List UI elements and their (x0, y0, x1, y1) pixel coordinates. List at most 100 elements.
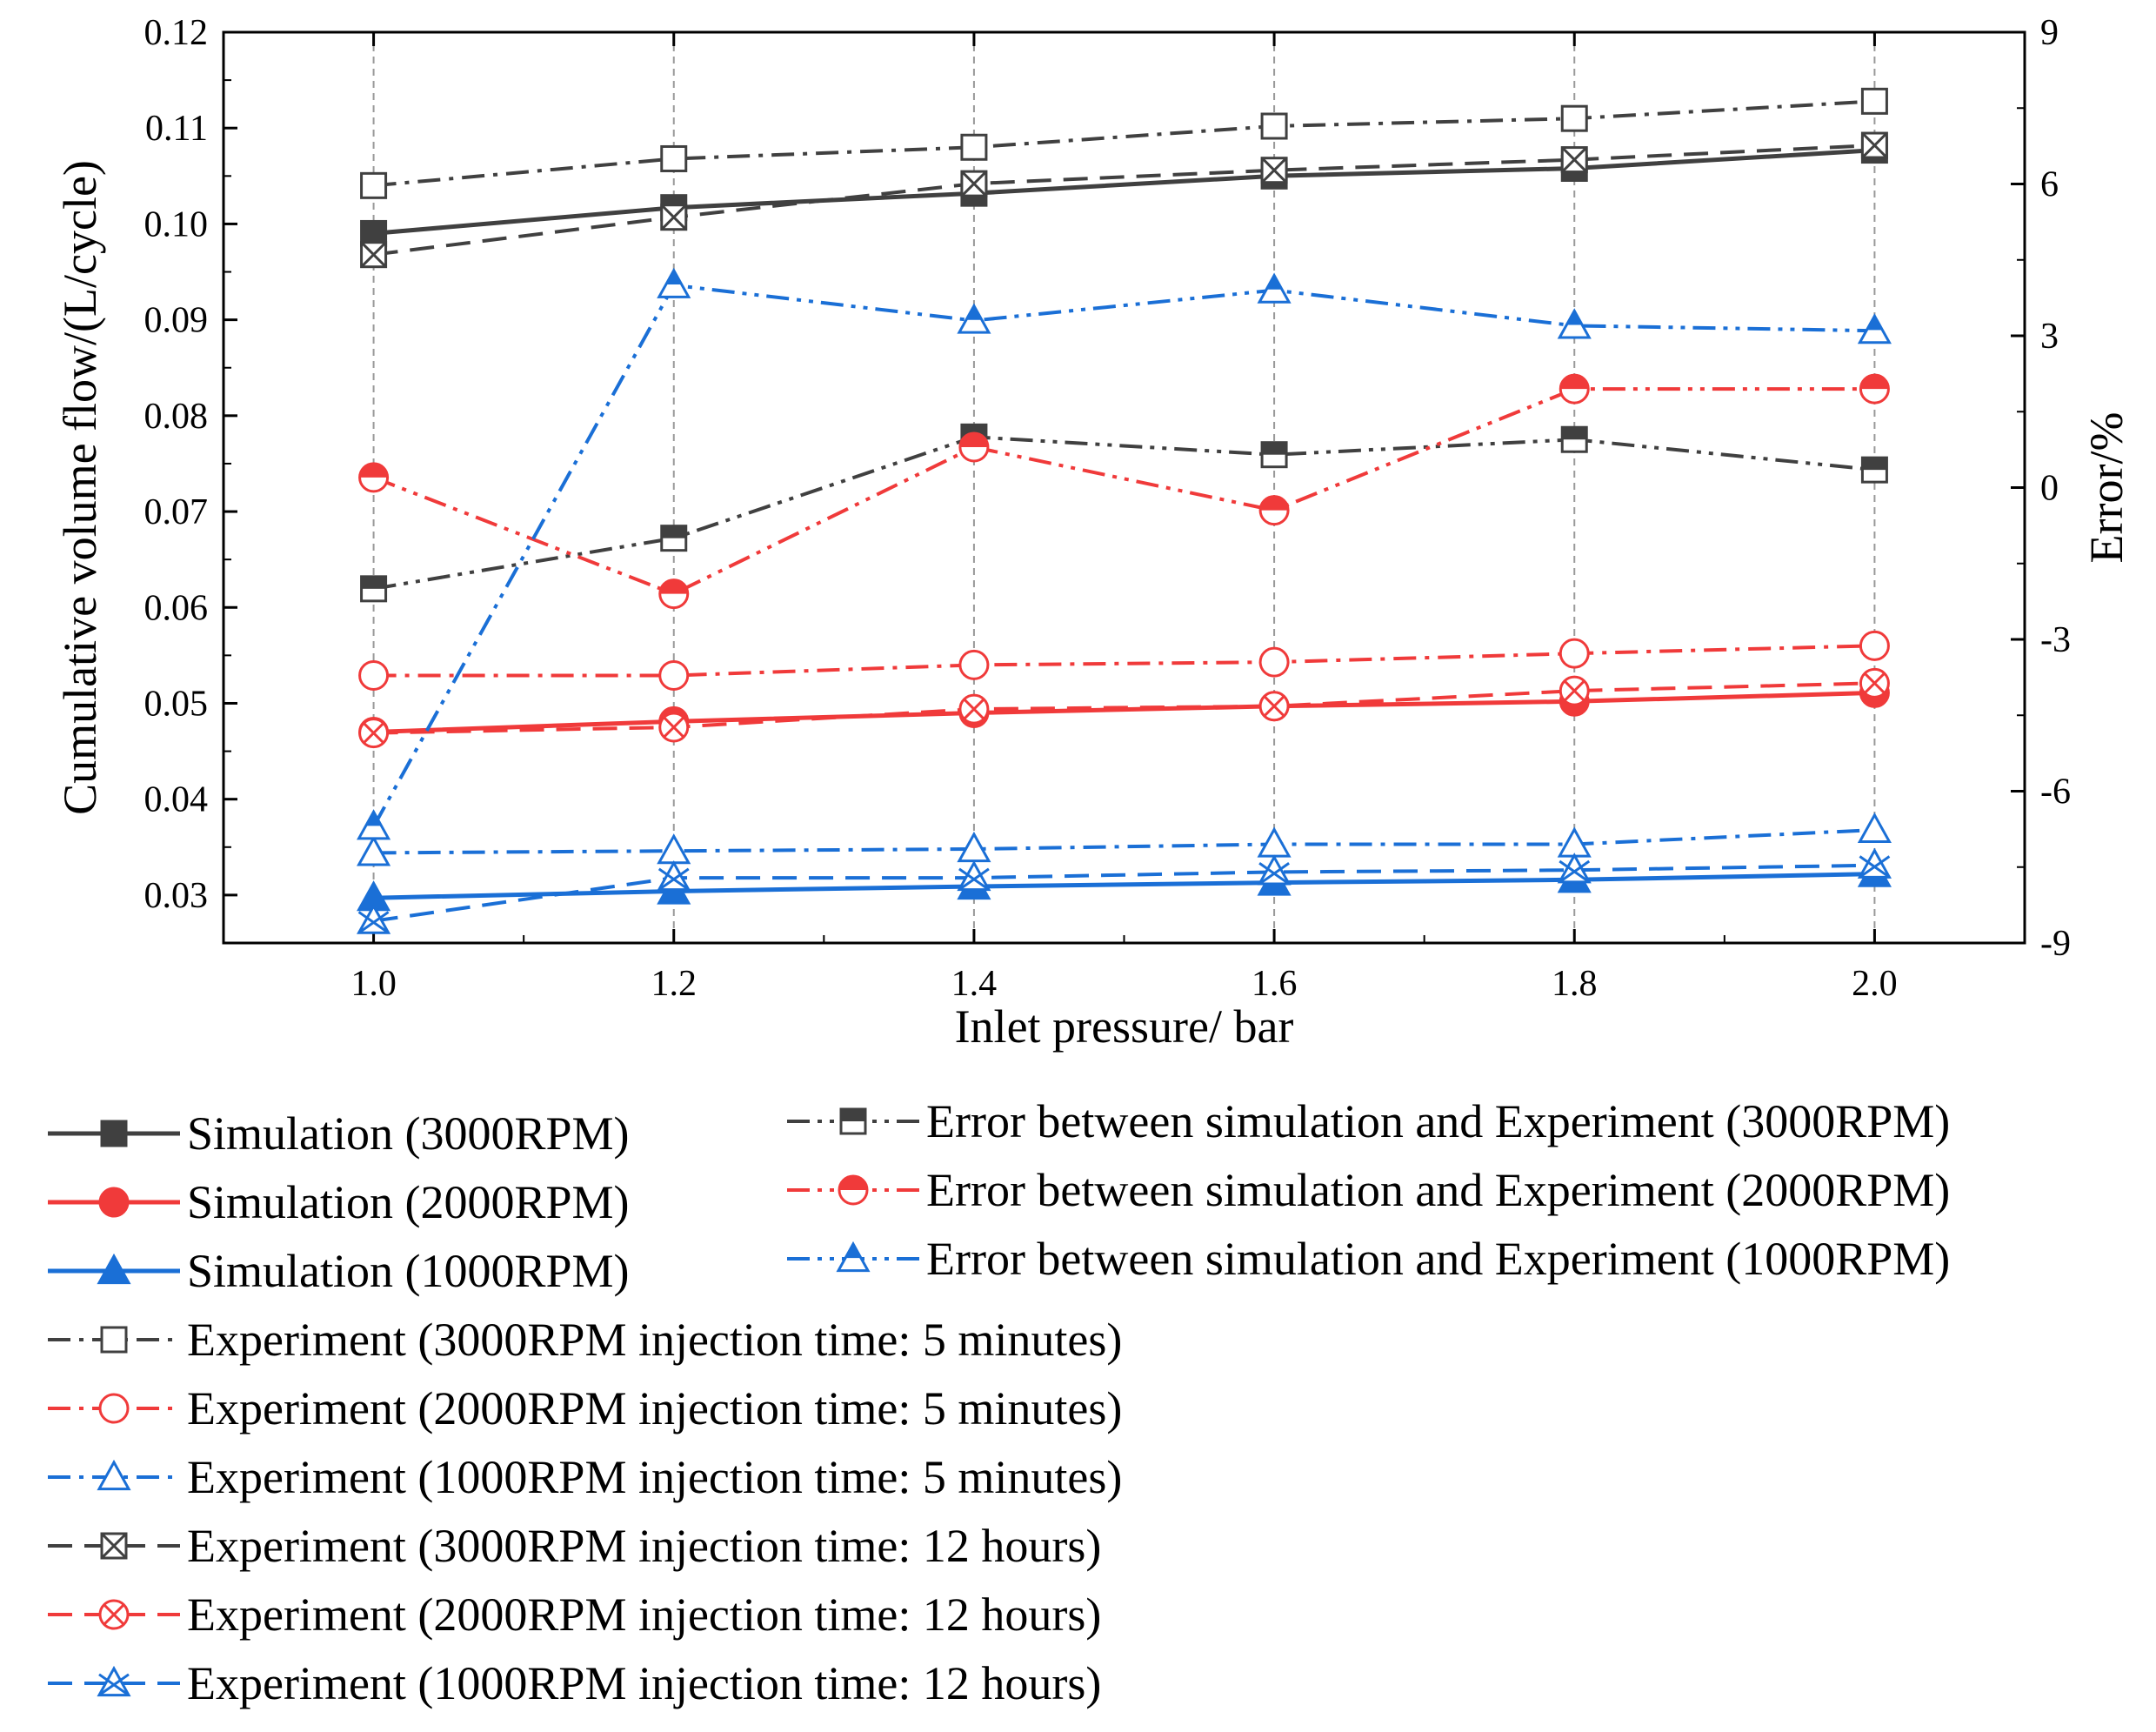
y-tick-label: 0.06 (144, 588, 209, 628)
marker-square (960, 133, 988, 161)
legend-item: Simulation (3000RPM) (48, 1107, 630, 1160)
plot-frame (222, 30, 2026, 945)
legend-swatch-marker (836, 1240, 871, 1273)
marker-cross (1559, 859, 1591, 884)
series-10 (358, 373, 1890, 610)
legend-label: Experiment (1000RPM injection time: 5 mi… (187, 1451, 1122, 1503)
marker-cross (657, 867, 690, 891)
legend-label: Experiment (3000RPM injection time: 5 mi… (187, 1314, 1122, 1366)
data-point (958, 431, 990, 463)
marker-cross (1561, 146, 1588, 173)
marker-cross (360, 241, 387, 268)
data-point (958, 693, 990, 725)
marker-half-fill (1260, 496, 1289, 511)
x-tick-label: 2.0 (1852, 964, 1898, 1004)
data-point (1258, 646, 1290, 678)
marker-cross (1258, 862, 1290, 886)
legend: Simulation (3000RPM) Simulation (2000RPM)… (48, 1095, 1950, 1709)
marker-half-fill (661, 525, 686, 538)
data-point (357, 809, 391, 840)
series-line (373, 99, 1875, 188)
y2-axis-title: Error/% (2080, 412, 2133, 564)
data-point (357, 903, 391, 934)
marker-cross (963, 698, 985, 720)
legend-item: Experiment (1000RPM injection time: 12 h… (48, 1657, 1101, 1709)
legend-item: Experiment (1000RPM injection time: 5 mi… (48, 1451, 1122, 1503)
y2-tick-label: 9 (2040, 13, 2059, 53)
marker-square (1860, 87, 1888, 115)
legend-swatch-marker (100, 1120, 128, 1147)
y2-tick-label: 6 (2040, 165, 2059, 205)
marker-cross (98, 1673, 130, 1696)
series-line (373, 644, 1875, 678)
y2-tick-label: -3 (2040, 620, 2071, 660)
data-point (1260, 441, 1288, 469)
data-point (960, 133, 988, 161)
legend-swatch-marker (100, 1532, 128, 1560)
data-point (960, 170, 988, 197)
legend-item: Error between simulation and Experiment … (787, 1095, 1950, 1147)
marker-half-fill (1262, 442, 1287, 455)
data-point (957, 303, 991, 334)
data-point (1860, 87, 1888, 115)
y2-tick-label: -6 (2040, 772, 2071, 813)
data-point (1560, 146, 1588, 174)
legend-label: Error between simulation and Experiment … (926, 1095, 1950, 1147)
data-point (657, 267, 691, 298)
data-point (657, 859, 691, 892)
data-point (1258, 495, 1290, 526)
marker-half-fill (366, 812, 381, 826)
series-3 (360, 87, 1888, 199)
marker-triangle (357, 835, 391, 866)
legend-item: Simulation (1000RPM) (48, 1245, 630, 1297)
marker-cross (958, 867, 990, 891)
legend-swatch-marker (839, 1107, 867, 1135)
marker-half-fill (959, 432, 988, 447)
marker-circle (358, 660, 390, 692)
data-point (358, 462, 390, 493)
data-point (660, 144, 688, 172)
y2-tick-label: 3 (2040, 317, 2059, 357)
data-point (957, 859, 991, 892)
marker-half-fill (1267, 275, 1281, 290)
legend-swatch-marker (98, 1599, 130, 1630)
marker-square (1260, 112, 1288, 140)
x-axis-title: Inlet pressure/ bar (955, 1000, 1294, 1053)
marker-triangle (97, 1459, 131, 1491)
data-point (1857, 812, 1892, 844)
data-point (1257, 272, 1292, 304)
marker-half-fill (839, 1176, 867, 1190)
data-point (360, 241, 388, 269)
marker-circle (98, 1187, 130, 1218)
series-line (373, 872, 1875, 900)
data-point (1857, 313, 1892, 344)
legend-label: Experiment (2000RPM injection time: 12 h… (187, 1588, 1101, 1641)
axes: 1.0 1.2 1.4 1.6 1.8 2.0 0.03 0.04 0.05 0.06 0.07 0.… (144, 13, 2072, 1004)
marker-circle (1859, 630, 1890, 661)
data-point (1260, 112, 1288, 140)
marker-cross (103, 1603, 125, 1626)
legend-swatch-marker (838, 1174, 869, 1206)
marker-circle (1258, 646, 1290, 678)
series-layer (357, 87, 1892, 934)
legend-item: Error between simulation and Experiment … (787, 1233, 1950, 1285)
series-line (373, 690, 1875, 734)
y2-tick-label: 0 (2040, 469, 2059, 509)
y-tick-label: 0.11 (145, 109, 208, 149)
series-7 (358, 667, 1890, 749)
y-tick-label: 0.10 (144, 204, 209, 244)
marker-cross (1261, 157, 1288, 184)
series-line (372, 387, 1875, 596)
y-tick-label: 0.09 (144, 301, 209, 341)
data-point (1260, 157, 1288, 184)
marker-half-fill (846, 1244, 860, 1259)
data-point (1860, 456, 1888, 484)
series-8 (357, 847, 1892, 934)
data-point (360, 575, 388, 603)
data-point (1560, 425, 1588, 453)
marker-cross (663, 716, 685, 739)
legend-label: Experiment (1000RPM injection time: 12 h… (187, 1657, 1101, 1709)
marker-square (1560, 104, 1588, 132)
legend-label: Experiment (2000RPM injection time: 5 mi… (187, 1382, 1122, 1434)
marker-circle (958, 649, 990, 680)
